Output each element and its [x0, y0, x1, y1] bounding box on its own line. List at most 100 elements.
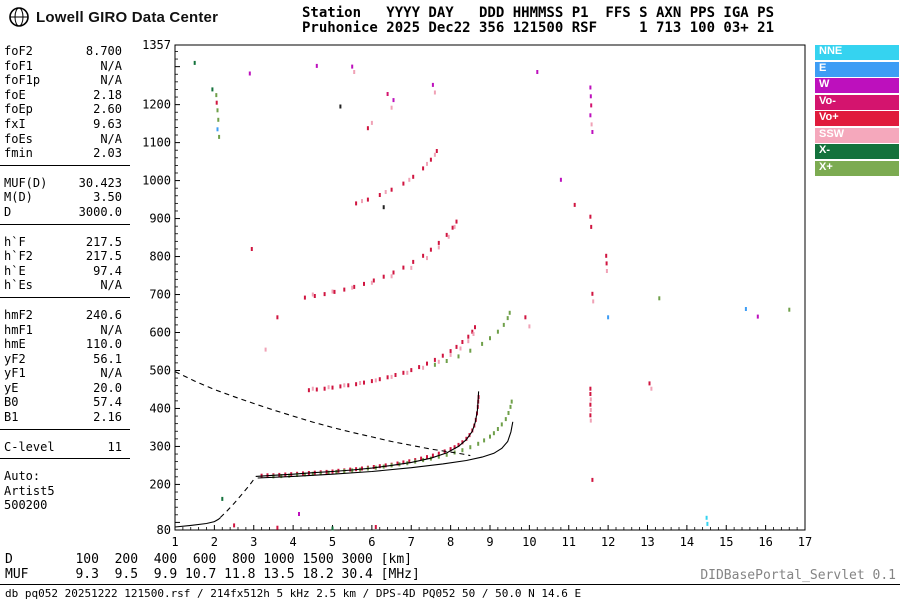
parameter-label: yE — [4, 380, 19, 395]
parameter-label: foF1 — [4, 58, 33, 73]
parameter-row: foEp 2.60 — [0, 102, 130, 117]
parameter-value: 2.16 — [93, 410, 122, 425]
footer-divider — [0, 584, 900, 585]
line-o-trace-fit — [255, 391, 480, 477]
parameter-value: 20.0 — [93, 380, 122, 395]
y-tick-label: 1357 — [142, 38, 171, 52]
muf-row: MUF 9.3 9.5 9.9 10.7 11.8 13.5 18.2 30.4… — [5, 566, 420, 582]
parameter-row: yE 20.0 — [0, 381, 130, 396]
parameter-label: yF1 — [4, 366, 26, 381]
parameter-value: 2.18 — [93, 87, 122, 102]
station-header-row: Station YYYY DAY DDD HHMMSS P1 FFS S AXN… — [302, 5, 775, 21]
parameter-label: 500200 — [4, 498, 48, 513]
y-tick-label: 700 — [149, 288, 171, 302]
y-tick-label: 200 — [149, 477, 171, 491]
d-muf-table: D 100 200 400 600 800 1000 1500 3000 [km… — [5, 552, 420, 582]
y-tick-label: 500 — [149, 363, 171, 377]
legend-label: E — [819, 61, 827, 74]
parameter-group: h`F 217.5 h`F2 217.5 h`E 97.4 h`Es N/A — [0, 233, 130, 298]
x-tick-label: 14 — [680, 535, 694, 549]
line-muf-transmission-curve — [174, 371, 471, 457]
legend-label: W — [819, 78, 830, 90]
legend-item-3: Vo- — [815, 94, 899, 110]
parameter-row: B0 57.4 — [0, 395, 130, 410]
station-value-row: Pruhonice 2025 Dec22 356 121500 RSF 1 71… — [302, 20, 775, 36]
parameter-value: 110.0 — [85, 337, 122, 352]
parameter-row: foF1 N/A — [0, 59, 130, 74]
parameter-label: foE — [4, 87, 26, 102]
parameter-row: D 3000.0 — [0, 205, 130, 220]
parameter-value: N/A — [100, 58, 122, 73]
station-info: Station YYYY DAY DDD HHMMSS P1 FFS S AXN… — [302, 6, 774, 36]
parameter-label: B0 — [4, 395, 19, 410]
parameter-row: M(D) 3.50 — [0, 190, 130, 205]
parameter-label: h`F — [4, 234, 26, 249]
x-tick-label: 9 — [486, 535, 493, 549]
parameter-row: 500200 — [0, 498, 130, 513]
parameter-label: MUF(D) — [4, 175, 48, 190]
parameter-row: MUF(D) 30.423 — [0, 176, 130, 191]
parameter-value: 2.60 — [93, 102, 122, 117]
parameter-label: Artist5 — [4, 483, 55, 498]
parameter-value: 97.4 — [93, 263, 122, 278]
trace-f2-o-hop1 — [260, 395, 480, 478]
status-bar: db pq052 20251222 121500.rsf / 214fx512h… — [5, 587, 582, 600]
parameter-label: fxI — [4, 116, 26, 131]
x-tick-label: 7 — [408, 535, 415, 549]
parameter-row: Artist5 — [0, 484, 130, 499]
parameter-value: 217.5 — [85, 234, 122, 249]
x-tick-label: 12 — [601, 535, 615, 549]
noise-points — [193, 60, 791, 531]
parameter-label: h`Es — [4, 278, 33, 293]
trace-f2-ssw-hop2 — [311, 332, 475, 391]
y-tick-label: 900 — [149, 212, 171, 226]
x-tick-label: 6 — [368, 535, 375, 549]
parameter-label: M(D) — [4, 190, 33, 205]
parameter-group: MUF(D) 30.423 M(D) 3.50 D 3000.0 — [0, 174, 130, 225]
ionogram-svg: 1 2 3 4 5 6 7 8 9 10 11 12 13 14 15 16 17135712001100100… — [142, 38, 812, 549]
parameter-row: hmE 110.0 — [0, 337, 130, 352]
parameter-value: 3.50 — [93, 190, 122, 205]
parameter-label: Auto: — [4, 469, 41, 484]
y-tick-label: 600 — [149, 326, 171, 340]
parameter-row: h`E 97.4 — [0, 264, 130, 279]
parameter-label: h`E — [4, 263, 26, 278]
ionogram-chart: 1 2 3 4 5 6 7 8 9 10 11 12 13 14 15 16 17 1357 1200 1100 100… — [133, 36, 823, 552]
parameter-group: Auto: Artist5 500200 — [0, 467, 130, 517]
parameter-label: C-level — [4, 439, 55, 454]
line-x-trace-fit — [257, 421, 514, 479]
parameter-label: h`F2 — [4, 249, 33, 264]
parameter-label: B1 — [4, 410, 19, 425]
legend-item-6: X- — [815, 144, 899, 159]
logo-title: Lowell GIRO Data Center — [36, 8, 219, 26]
parameter-value: 9.63 — [93, 116, 122, 131]
x-tick-label: 8 — [447, 535, 454, 549]
y-tick-label: 1000 — [142, 174, 171, 188]
parameter-value: N/A — [100, 131, 122, 146]
parameter-row: yF2 56.1 — [0, 352, 130, 367]
parameter-label: foF1p — [4, 73, 41, 88]
line-valley — [219, 476, 257, 518]
giro-logo: Lowell GIRO Data Center — [8, 6, 218, 28]
legend-item-2: W — [815, 78, 899, 93]
parameter-row: fxI 9.63 — [0, 117, 130, 132]
trace-f2-hop4 — [355, 149, 438, 206]
doppler-legend: NNE E W Vo- Vo+ SSW X- X+ — [815, 45, 899, 177]
x-tick-label: 4 — [290, 535, 297, 549]
parameter-value: 2.03 — [93, 146, 122, 161]
parameter-row: C-level 11 — [0, 440, 130, 455]
trace-f2-ssw-hop3 — [311, 224, 456, 297]
x-tick-label: 16 — [758, 535, 772, 549]
x-tick-label: 17 — [798, 535, 812, 549]
d-row: D 100 200 400 600 800 1000 1500 3000 [km… — [5, 552, 412, 567]
parameter-row: Auto: — [0, 469, 130, 484]
x-tick-label: 2 — [211, 535, 218, 549]
parameter-label: hmF2 — [4, 307, 33, 322]
parameter-value: 30.423 — [78, 175, 122, 190]
plot-frame — [174, 44, 806, 531]
legend-label: NNE — [819, 45, 843, 57]
legend-label: Vo- — [819, 94, 836, 107]
legend-label: SSW — [819, 127, 845, 140]
parameter-label: foEs — [4, 131, 33, 146]
parameter-value: 11 — [107, 439, 122, 454]
